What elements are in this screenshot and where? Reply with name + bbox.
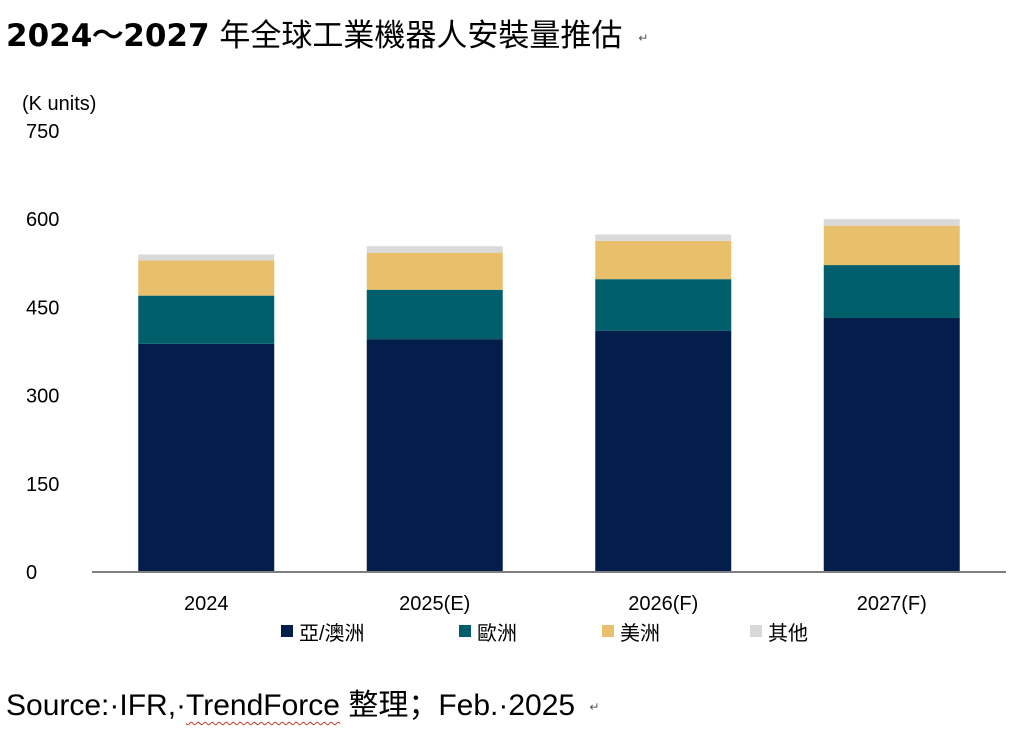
legend-swatch (281, 625, 293, 637)
y-tick-label: 150 (26, 474, 59, 496)
bar-segment (823, 265, 960, 318)
bar-segment (366, 252, 503, 290)
legend-label: 歐洲 (477, 622, 517, 645)
bar-segment (823, 225, 960, 266)
bar-segment (595, 330, 732, 572)
y-tick-label: 600 (26, 209, 59, 231)
source-org: TrendForce (186, 689, 340, 722)
bar-segment (595, 240, 732, 280)
legend-label: 亞/澳洲 (299, 622, 365, 645)
bar-segment (366, 339, 503, 572)
source-prefix: Source:·IFR,· (6, 689, 187, 722)
y-tick-label: 750 (26, 121, 59, 143)
legend-label: 美洲 (620, 622, 660, 645)
return-mark-icon: ↵ (589, 700, 600, 715)
y-tick-label: 0 (26, 562, 37, 584)
x-tick-label: 2026(F) (628, 593, 698, 615)
chart-title-years: 2024～2027 (6, 18, 210, 54)
bar-segment (823, 219, 960, 226)
legend-swatch (750, 625, 762, 637)
y-tick-label: 450 (26, 297, 59, 319)
legend-label: 其他 (768, 622, 808, 645)
bar-segment (138, 254, 275, 261)
y-axis-label: (K units) (22, 93, 96, 115)
legend-swatch (602, 625, 614, 637)
x-tick-label: 2024 (184, 593, 229, 615)
source-suffix: 整理；Feb.·2025 (339, 689, 576, 722)
bar-segment (138, 260, 275, 296)
bar-segment (366, 289, 503, 340)
bar-segment (595, 234, 732, 241)
legend-swatch (459, 625, 471, 637)
chart-title: 2024～2027 年全球工業機器人安裝量推估 ↵ (6, 10, 648, 55)
x-tick-label: 2027(F) (857, 593, 927, 615)
bar-segment (138, 343, 275, 572)
bar-segment (823, 317, 960, 572)
bar-segment (138, 295, 275, 344)
bar-segment (366, 246, 503, 253)
return-mark-icon: ↵ (638, 30, 649, 45)
x-tick-label: 2025(E) (399, 593, 470, 615)
bar-segment (595, 279, 732, 331)
y-tick-label: 300 (26, 386, 59, 408)
source-note: Source:·IFR,·TrendForce 整理；Feb.·2025 ↵ (6, 680, 599, 724)
chart-title-text: 年全球工業機器人安裝量推估 (219, 18, 623, 54)
